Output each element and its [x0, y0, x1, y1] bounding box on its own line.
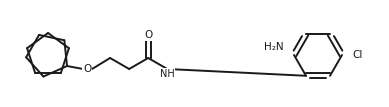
Text: O: O	[83, 64, 91, 74]
Text: Cl: Cl	[352, 50, 363, 60]
Text: NH: NH	[160, 69, 175, 79]
Text: H₂N: H₂N	[265, 42, 284, 52]
Text: O: O	[144, 30, 152, 40]
